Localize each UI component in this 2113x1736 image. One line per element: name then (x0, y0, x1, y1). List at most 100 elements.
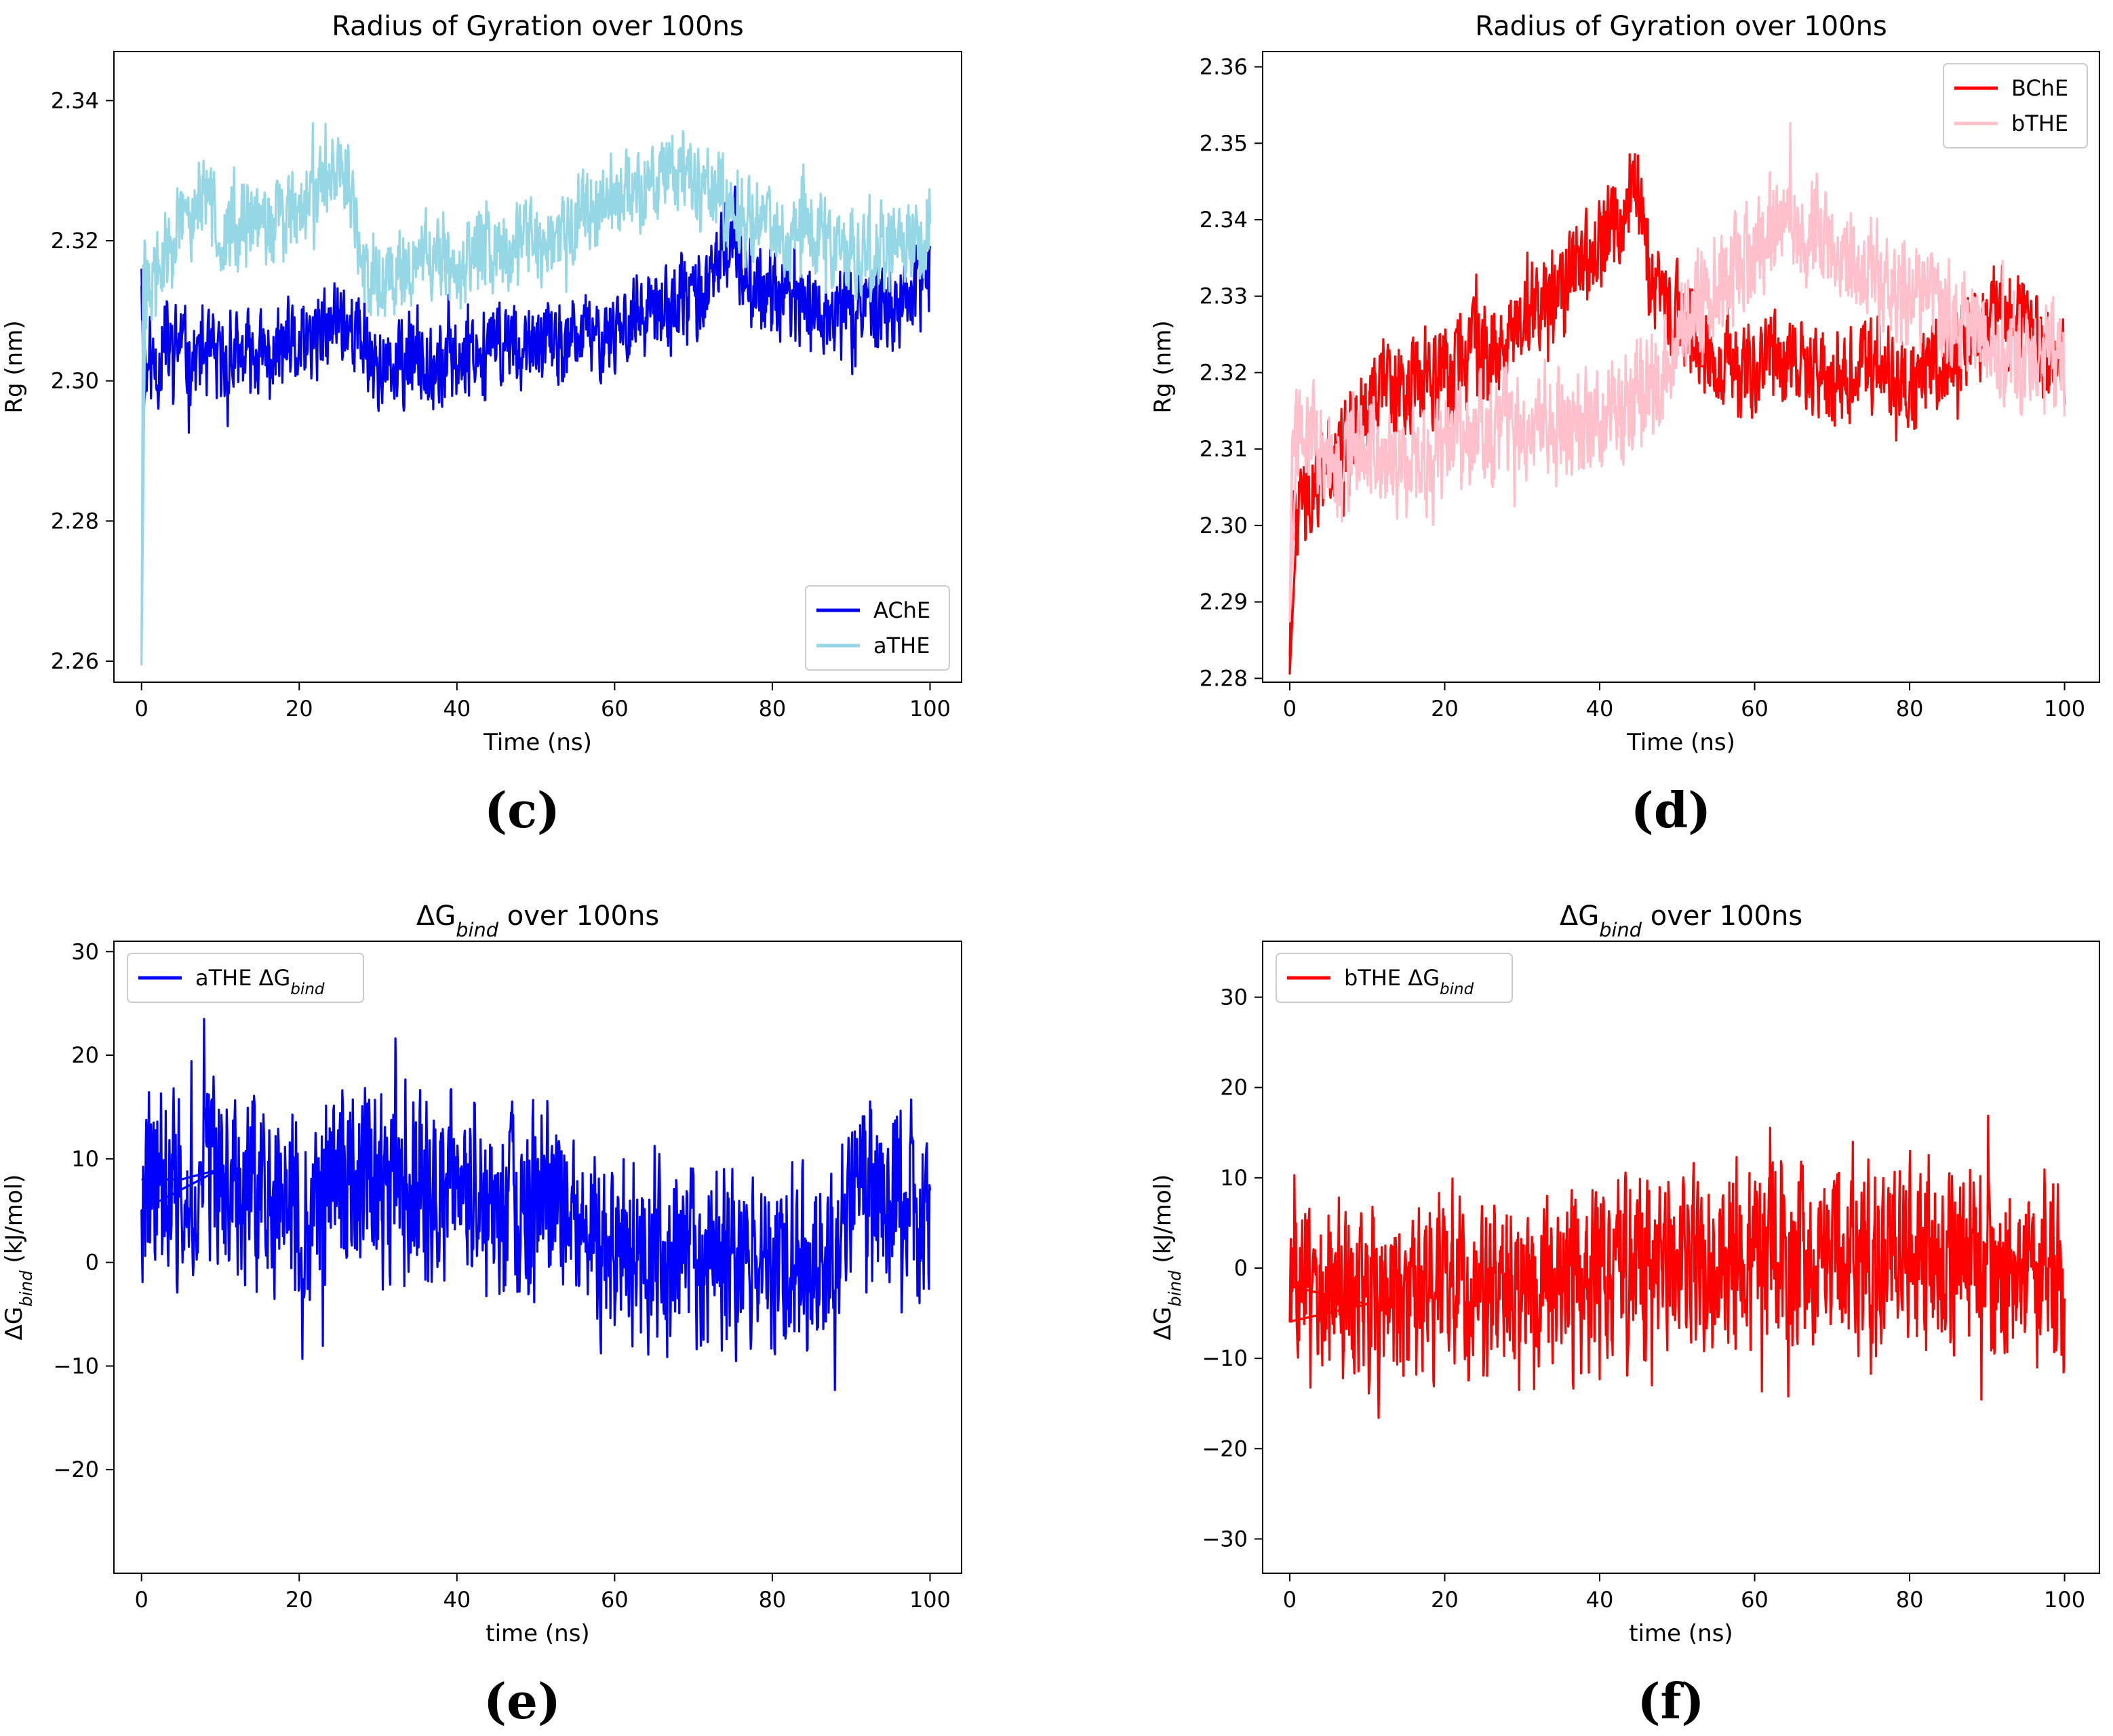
y-tick-label: −10 (53, 1353, 99, 1379)
x-tick-label: 80 (1896, 1587, 1924, 1613)
legend-box (1943, 63, 2088, 149)
x-axis-label: Time (ns) (1626, 729, 1735, 756)
x-tick-label: 60 (1741, 696, 1769, 722)
x-tick-label: 20 (285, 696, 313, 722)
y-axis-label: Rg (nm) (1149, 320, 1177, 413)
y-tick-label: −20 (1202, 1436, 1248, 1461)
y-tick-label: 2.30 (51, 368, 99, 394)
axes-frame (113, 941, 962, 1574)
legend-label-bTHE: bTHE (2011, 111, 2068, 136)
y-tick-label: 2.31 (1200, 436, 1248, 462)
y-tick-label: 2.36 (1200, 54, 1248, 80)
x-tick-label: 0 (1283, 1587, 1297, 1613)
legend: aTHE ΔGbind (127, 953, 364, 1003)
panel-label-c: (c) (484, 781, 560, 839)
y-axis-label: ΔGbind (kJ/mol) (1149, 1175, 1185, 1341)
delta-g-symbol: ΔG (1560, 901, 1599, 932)
legend-box (127, 953, 364, 1003)
legend-label-aTHE: aTHE (873, 633, 930, 658)
panel-label-e: (e) (483, 1672, 561, 1730)
y-tick-label: 20 (1220, 1075, 1248, 1101)
title-rest-text: (kJ/mol) (1149, 1175, 1177, 1271)
bind-subscript: bind (1165, 1270, 1185, 1307)
x-tick-label: 80 (1896, 696, 1924, 722)
legend-label-AChE: AChE (873, 597, 930, 623)
title-rest-text: over 100ns (498, 901, 659, 932)
y-axis-label: ΔGbind (kJ/mol) (1, 1175, 36, 1341)
x-tick-label: 20 (285, 1587, 313, 1613)
legend-box (805, 585, 950, 671)
title-rest-text: over 100ns (1642, 901, 1802, 932)
series-line-aTHE (140, 1017, 932, 1392)
legend-label-text: bTHE (1344, 965, 1408, 991)
y-tick-label: 0 (1234, 1255, 1248, 1281)
axes-frame (113, 51, 962, 683)
x-tick-label: 40 (1586, 1587, 1614, 1613)
panel-label-f: (f) (1637, 1672, 1705, 1730)
legend: bTHE ΔGbind (1276, 953, 1513, 1003)
y-axis-label: Rg (nm) (1, 320, 28, 413)
delta-g-symbol: ΔG (416, 901, 456, 932)
axes-frame (1262, 51, 2100, 683)
y-tick-label: 2.28 (1200, 665, 1248, 691)
plot-area (1288, 1114, 2066, 1419)
x-tick-label: 40 (443, 1587, 471, 1613)
y-tick-label: 2.34 (1200, 207, 1248, 233)
x-axis-label: time (ns) (1629, 1620, 1733, 1647)
legend: BChE bTHE (1943, 63, 2088, 149)
delta-g-symbol: ΔG (1149, 1307, 1177, 1341)
plot-area (140, 1017, 932, 1392)
x-axis-label: time (ns) (486, 1620, 589, 1647)
series-line-BChE (1288, 153, 2066, 675)
y-tick-label: 2.32 (51, 228, 99, 254)
chart-c: 0 20 40 60 80 100 2.26 2.28 2.30 2.32 2.34 Time (ns… (1, 11, 962, 756)
chart-title: ΔGbind over 100ns (1560, 901, 1802, 941)
y-tick-label: 2.30 (1200, 513, 1248, 538)
x-tick-label: 20 (1431, 1587, 1459, 1613)
x-tick-label: 60 (601, 696, 629, 722)
delta-g-symbol: ΔG (1408, 965, 1440, 991)
chart-title: Radius of Gyration over 100ns (1475, 11, 1887, 42)
x-tick-label: 100 (2044, 1587, 2085, 1613)
y-tick-label: −10 (1202, 1345, 1248, 1371)
y-tick-label: 2.28 (51, 508, 99, 534)
bind-subscript: bind (290, 981, 325, 998)
x-tick-label: 80 (759, 696, 787, 722)
x-tick-label: 100 (2044, 696, 2085, 722)
x-tick-label: 0 (135, 1587, 149, 1613)
bind-subscript: bind (1440, 981, 1474, 998)
bind-subscript: bind (456, 918, 499, 941)
legend-label-BChE: BChE (2011, 75, 2068, 101)
x-tick-label: 100 (909, 696, 951, 722)
x-tick-label: 60 (601, 1587, 629, 1613)
chart-d: 0 20 40 60 80 100 2.28 2.29 2.30 2.31 2.32 2.33 2.34… (1149, 11, 2100, 756)
x-tick-label: 40 (1586, 696, 1614, 722)
y-tick-label: 2.34 (51, 87, 99, 113)
x-tick-label: 0 (1283, 696, 1297, 722)
y-tick-label: 2.29 (1200, 589, 1248, 615)
legend: AChE aTHE (805, 585, 950, 671)
y-tick-label: 2.33 (1200, 283, 1248, 309)
x-tick-label: 0 (135, 696, 149, 722)
series-line-aTHE (140, 122, 932, 666)
y-tick-label: 0 (85, 1250, 99, 1276)
series-line-bTHE (1288, 1114, 2066, 1419)
x-axis-label: Time (ns) (483, 729, 592, 756)
x-tick-label: 60 (1741, 1587, 1769, 1613)
delta-g-symbol: ΔG (1, 1307, 28, 1341)
y-tick-label: 10 (71, 1146, 99, 1172)
title-rest-text: (kJ/mol) (1, 1175, 28, 1271)
legend-label-aTHE: aTHE ΔGbind (195, 965, 325, 998)
legend-label-text: aTHE (195, 965, 259, 991)
legend-label-bTHE: bTHE ΔGbind (1344, 965, 1474, 998)
x-tick-label: 20 (1431, 696, 1459, 722)
y-tick-label: 30 (1220, 985, 1248, 1010)
y-tick-label: 2.26 (51, 648, 99, 674)
y-tick-label: −20 (53, 1457, 99, 1482)
series-line-AChE (140, 185, 932, 437)
chart-title: ΔGbind over 100ns (416, 901, 659, 941)
bind-subscript: bind (16, 1270, 36, 1307)
